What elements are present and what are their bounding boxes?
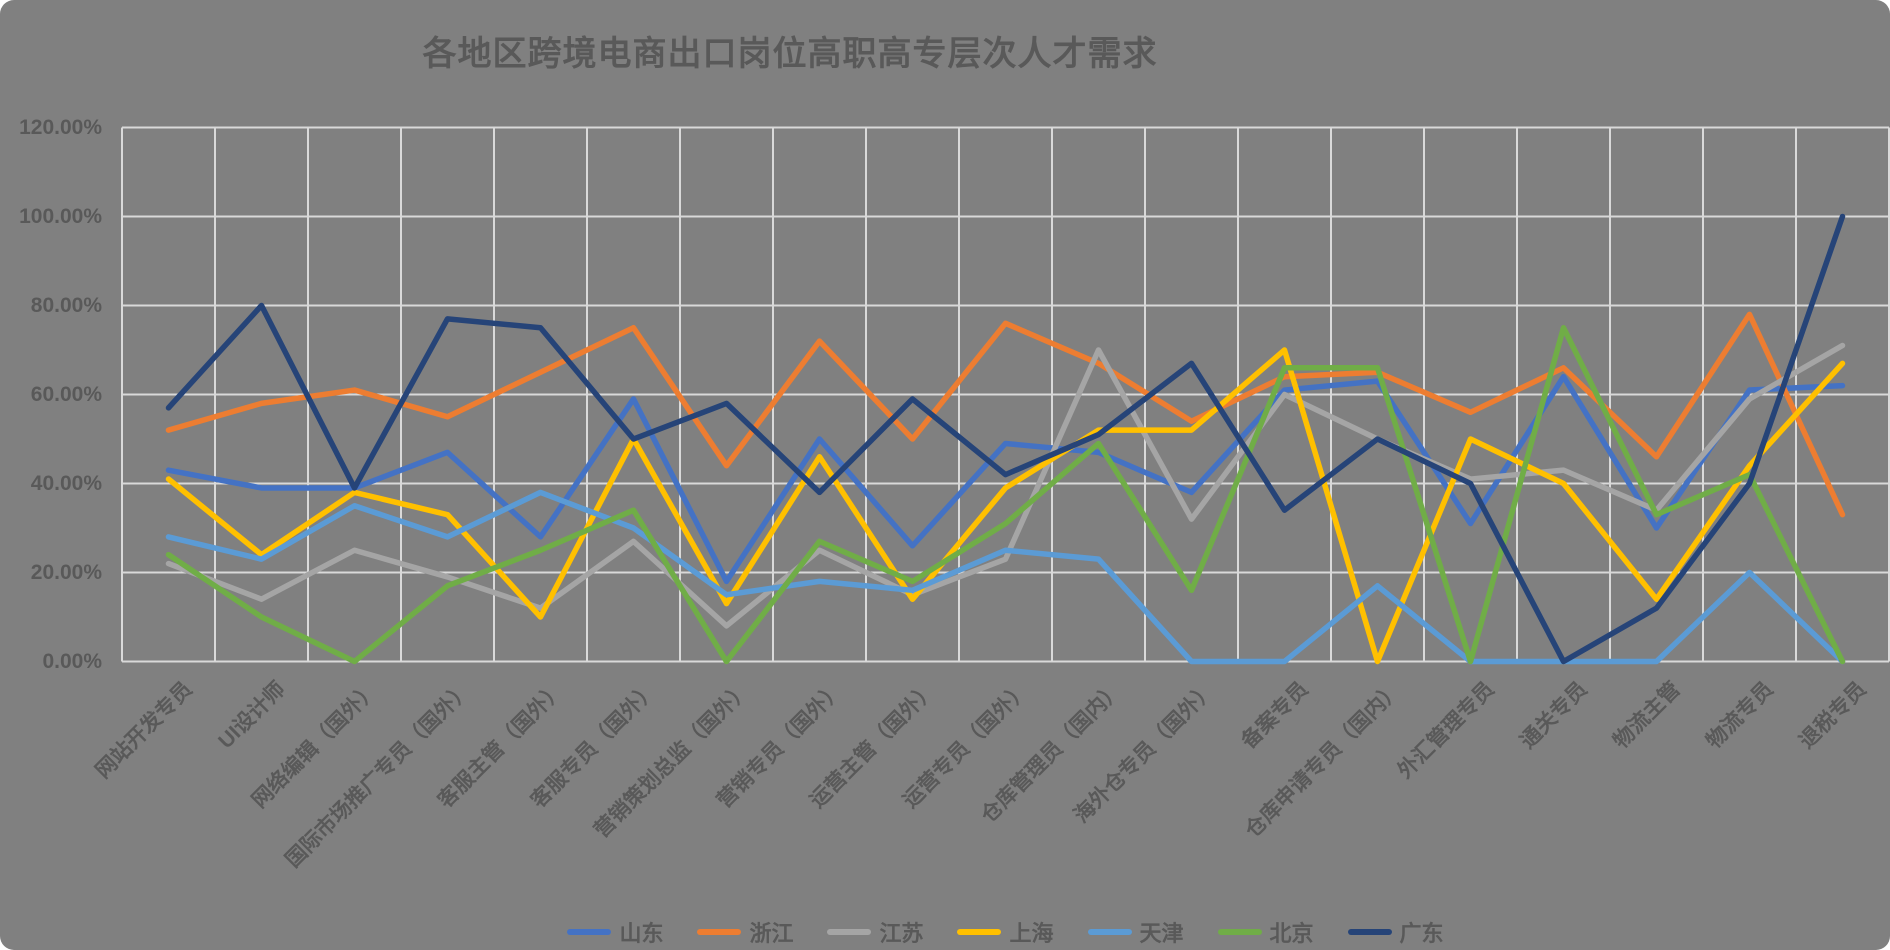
legend-item-beijing: 北京 (1217, 916, 1314, 948)
y-axis-tick-label: 80.00% (30, 293, 102, 317)
legend-label-shanghai: 上海 (1009, 921, 1054, 946)
legend-swatch-beijing (1217, 929, 1262, 935)
legend-item-zhejiang: 浙江 (697, 916, 793, 948)
y-axis-tick-label: 20.00% (30, 560, 102, 584)
y-axis-tick-label: 120.00% (19, 115, 102, 139)
legend-label-zhejiang: 浙江 (749, 921, 794, 946)
legend-item-jiangsu: 江苏 (827, 916, 923, 948)
legend-label-guangdong: 广东 (1399, 921, 1444, 946)
series-line-shandong (165, 373, 1846, 585)
series-line-shanghai (165, 347, 1846, 665)
y-axis-tick-label: 40.00% (30, 471, 102, 495)
legend-label-shandong: 山东 (619, 921, 664, 946)
legend-item-shandong: 山东 (567, 916, 663, 948)
legend-swatch-shandong (567, 929, 612, 935)
legend-item-tianjin: 天津 (1087, 916, 1184, 948)
y-axis-tick-label: 0.00% (42, 649, 102, 673)
legend-label-jiangsu: 江苏 (879, 921, 924, 946)
legend-item-shanghai: 上海 (957, 916, 1054, 948)
legend-item-guangdong: 广东 (1347, 916, 1444, 948)
legend: 山东 浙江 江苏 上海 天津 北京 广东 (122, 916, 1889, 948)
y-axis-tick-label: 60.00% (30, 382, 102, 406)
series-line-beijing (165, 325, 1846, 665)
legend-swatch-shanghai (957, 929, 1002, 935)
series-line-zhejiang (165, 311, 1846, 518)
legend-label-beijing: 北京 (1269, 921, 1314, 946)
chart-title: 各地区跨境电商出口岗位高职高专层次人才需求 (422, 35, 1158, 73)
legend-swatch-tianjin (1087, 929, 1132, 935)
series-line-jiangsu (165, 342, 1846, 629)
legend-swatch-guangdong (1347, 929, 1392, 935)
series-line-guangdong (165, 213, 1846, 665)
legend-label-tianjin: 天津 (1139, 921, 1184, 946)
legend-swatch-jiangsu (827, 929, 872, 935)
legend-swatch-zhejiang (697, 929, 742, 935)
y-axis-tick-label: 100.00% (19, 204, 102, 228)
